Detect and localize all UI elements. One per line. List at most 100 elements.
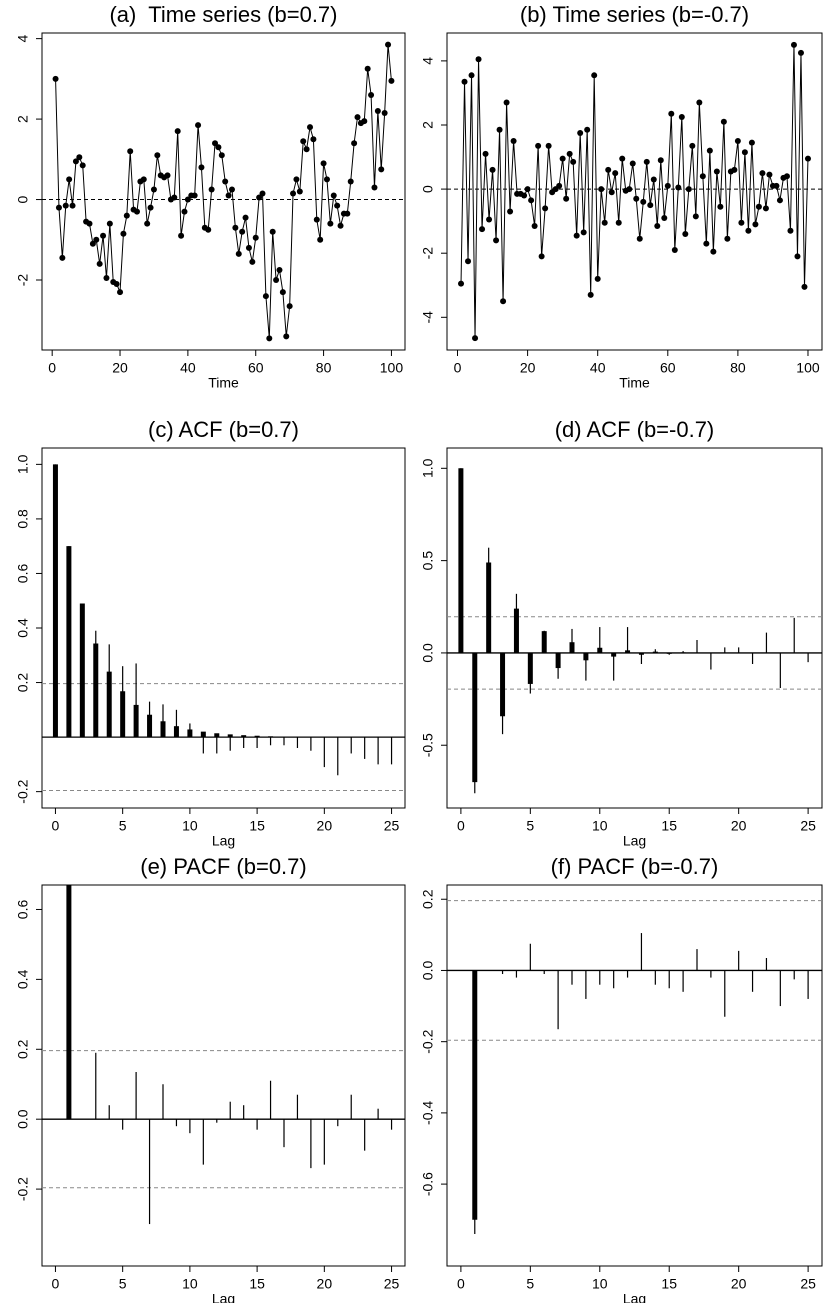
- plot-frame: [446, 447, 823, 809]
- data-point: [100, 232, 107, 239]
- data-point: [181, 208, 188, 215]
- data-point: [489, 166, 496, 173]
- x-tick-label: 20: [317, 818, 333, 834]
- data-point: [475, 56, 482, 63]
- data-point: [347, 178, 354, 185]
- data-point: [96, 260, 103, 267]
- data-point: [127, 148, 134, 155]
- data-point: [174, 128, 181, 135]
- data-point: [542, 205, 549, 212]
- data-point: [378, 166, 385, 173]
- data-point: [783, 173, 790, 180]
- data-point: [801, 283, 808, 290]
- x-axis-label: Lag: [212, 1291, 235, 1303]
- panel: (c) ACF (b=0.7) Lag 0 5 10 15 20 25 -0.2 0.2 0.4 0.…: [15, 417, 406, 849]
- x-tick-label: 5: [119, 818, 127, 834]
- data-point: [164, 172, 171, 179]
- data-point: [510, 138, 517, 145]
- plot-area: [447, 41, 822, 342]
- series-line: [460, 44, 809, 339]
- data-point: [276, 266, 283, 273]
- data-point: [741, 149, 748, 156]
- data-point: [354, 114, 361, 121]
- x-tick-label: 0: [52, 1276, 60, 1292]
- x-tick-label: 20: [520, 360, 536, 376]
- data-point: [269, 228, 276, 235]
- data-point: [661, 214, 668, 221]
- data-point: [52, 75, 59, 82]
- data-point: [283, 333, 290, 340]
- x-tick-label: 60: [248, 360, 264, 376]
- x-tick-label: 80: [316, 360, 332, 376]
- chart-title: (b) Time series (b=-0.7): [520, 2, 749, 27]
- plot-area: [42, 464, 405, 792]
- data-point: [710, 248, 717, 255]
- data-point: [222, 178, 229, 185]
- data-point: [225, 192, 232, 199]
- data-point: [300, 138, 307, 145]
- x-axis-label: Lag: [623, 1291, 646, 1303]
- data-point: [205, 226, 212, 233]
- plot-area: [447, 468, 822, 794]
- data-point: [615, 219, 622, 226]
- data-point: [215, 144, 222, 151]
- y-tick-label: 1.0: [420, 458, 436, 478]
- data-point: [266, 335, 273, 342]
- x-tick-label: 80: [730, 360, 746, 376]
- data-point: [195, 122, 202, 129]
- x-tick-label: 0: [48, 360, 56, 376]
- y-tick-label: 2: [15, 115, 31, 123]
- data-point: [262, 293, 269, 300]
- x-tick-label: 10: [592, 818, 608, 834]
- data-point: [759, 170, 766, 177]
- data-point: [330, 192, 337, 199]
- data-point: [671, 246, 678, 253]
- data-point: [235, 250, 242, 257]
- y-tick-label: 0.4: [15, 618, 31, 638]
- data-point: [773, 182, 780, 189]
- data-point: [692, 213, 699, 220]
- data-point: [790, 41, 797, 48]
- data-point: [559, 155, 566, 162]
- y-tick-label: 0.0: [420, 643, 436, 663]
- data-point: [706, 147, 713, 154]
- data-point: [89, 240, 96, 247]
- data-point: [178, 232, 185, 239]
- data-point: [323, 176, 330, 183]
- data-point: [144, 220, 151, 227]
- series-line: [55, 44, 392, 339]
- data-point: [619, 155, 626, 162]
- plot-frame: [41, 32, 406, 351]
- data-point: [313, 216, 320, 223]
- data-point: [310, 136, 317, 143]
- x-tick-label: 5: [526, 1276, 534, 1292]
- data-point: [351, 140, 358, 147]
- data-point: [682, 230, 689, 237]
- x-tick-label: 100: [796, 360, 820, 376]
- data-point: [171, 194, 178, 201]
- x-tick-label: 25: [384, 818, 400, 834]
- data-point: [731, 166, 738, 173]
- data-point: [752, 221, 759, 228]
- data-point: [113, 281, 120, 288]
- x-tick-label: 20: [731, 818, 747, 834]
- x-tick-label: 10: [182, 1276, 198, 1292]
- data-point: [608, 189, 615, 196]
- data-point: [605, 166, 612, 173]
- y-tick-label: 0: [420, 185, 436, 193]
- y-tick-label: 0.8: [15, 509, 31, 529]
- y-tick-label: 4: [420, 57, 436, 65]
- data-point: [531, 222, 538, 229]
- chart-title: (a) Time series (b=0.7): [109, 2, 337, 27]
- data-point: [685, 186, 692, 193]
- plot-frame: [41, 447, 406, 809]
- data-point: [521, 192, 528, 199]
- plot-frame: [446, 32, 823, 351]
- data-point: [636, 235, 643, 242]
- data-point: [528, 197, 535, 204]
- data-point: [458, 280, 465, 287]
- data-point: [228, 186, 235, 193]
- y-tick-label: 0.6: [15, 900, 31, 920]
